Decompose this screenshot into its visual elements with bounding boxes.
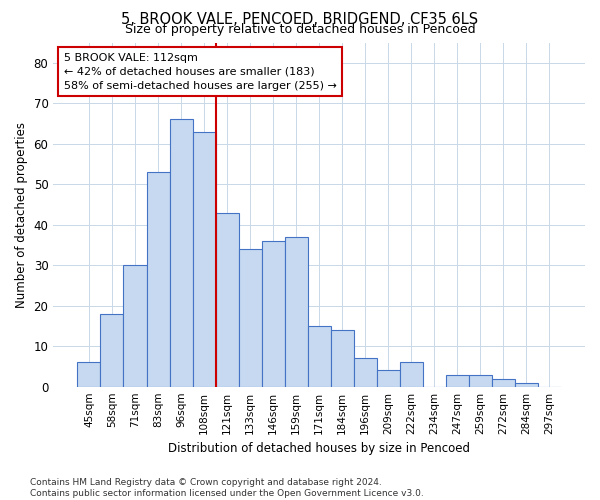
Bar bbox=[77, 362, 100, 386]
Bar bbox=[100, 314, 124, 386]
Bar bbox=[515, 382, 538, 386]
Bar bbox=[170, 120, 193, 386]
X-axis label: Distribution of detached houses by size in Pencoed: Distribution of detached houses by size … bbox=[168, 442, 470, 455]
Bar bbox=[193, 132, 215, 386]
Bar bbox=[262, 241, 284, 386]
Bar bbox=[400, 362, 423, 386]
Bar bbox=[469, 374, 492, 386]
Bar bbox=[146, 172, 170, 386]
Bar bbox=[353, 358, 377, 386]
Bar bbox=[308, 326, 331, 386]
Bar bbox=[446, 374, 469, 386]
Y-axis label: Number of detached properties: Number of detached properties bbox=[15, 122, 28, 308]
Text: 5, BROOK VALE, PENCOED, BRIDGEND, CF35 6LS: 5, BROOK VALE, PENCOED, BRIDGEND, CF35 6… bbox=[121, 12, 479, 28]
Bar bbox=[492, 378, 515, 386]
Bar bbox=[239, 249, 262, 386]
Text: 5 BROOK VALE: 112sqm
← 42% of detached houses are smaller (183)
58% of semi-deta: 5 BROOK VALE: 112sqm ← 42% of detached h… bbox=[64, 53, 337, 91]
Bar bbox=[331, 330, 353, 386]
Text: Size of property relative to detached houses in Pencoed: Size of property relative to detached ho… bbox=[125, 22, 475, 36]
Bar bbox=[215, 212, 239, 386]
Text: Contains HM Land Registry data © Crown copyright and database right 2024.
Contai: Contains HM Land Registry data © Crown c… bbox=[30, 478, 424, 498]
Bar bbox=[124, 265, 146, 386]
Bar bbox=[284, 237, 308, 386]
Bar bbox=[377, 370, 400, 386]
